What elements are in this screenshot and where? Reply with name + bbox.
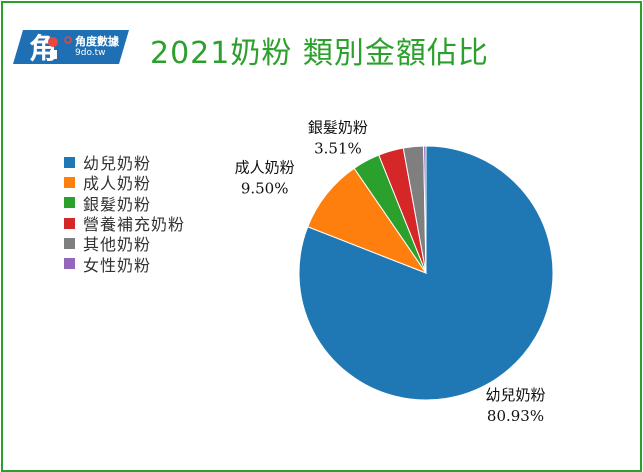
legend-swatch xyxy=(64,217,75,229)
legend-swatch xyxy=(64,176,75,188)
pie-slice xyxy=(423,145,427,274)
legend-label: 其他奶粉 xyxy=(83,235,152,255)
chart-title: 2021奶粉 類別金額佔比 xyxy=(150,36,489,71)
logo-name: 角度數據 xyxy=(75,35,119,48)
legend-item: 成人奶粉 xyxy=(64,172,185,194)
pie-slice xyxy=(298,145,554,401)
legend-swatch xyxy=(64,258,75,270)
legend-label: 銀髮奶粉 xyxy=(83,194,152,214)
legend-item: 女性奶粉 xyxy=(64,253,185,275)
slice-value-label: 3.51% xyxy=(314,139,362,157)
legend-item: 銀髮奶粉 xyxy=(64,193,185,214)
slice-name-label: 幼兒奶粉 xyxy=(486,386,546,404)
pie-slice xyxy=(307,167,428,275)
legend-item: 營養補充奶粉 xyxy=(64,213,186,235)
legend: 幼兒奶粉 成人奶粉 銀髮奶粉 營養補充奶粉 其他奶粉 女性奶粉 xyxy=(64,152,186,275)
logo-url: 9do.tw xyxy=(75,48,106,58)
legend-label: 營養補充奶粉 xyxy=(83,215,186,235)
legend-swatch xyxy=(64,156,75,168)
legend-item: 其他奶粉 xyxy=(64,233,185,255)
slice-name-label: 成人奶粉 xyxy=(235,159,295,177)
legend-item: 幼兒奶粉 xyxy=(64,152,185,174)
legend-label: 女性奶粉 xyxy=(83,255,152,275)
slice-name-label: 銀髮奶粉 xyxy=(308,118,368,136)
legend-label: 成人奶粉 xyxy=(83,174,152,194)
logo: 角 角度數據 9do.tw xyxy=(13,30,129,65)
logo-badge: 角 xyxy=(13,30,129,65)
legend-swatch xyxy=(64,237,75,249)
slice-value-label: 80.93% xyxy=(487,407,544,425)
slice-value-label: 9.50% xyxy=(241,180,289,198)
legend-swatch xyxy=(64,197,75,209)
legend-label: 幼兒奶粉 xyxy=(83,154,152,174)
